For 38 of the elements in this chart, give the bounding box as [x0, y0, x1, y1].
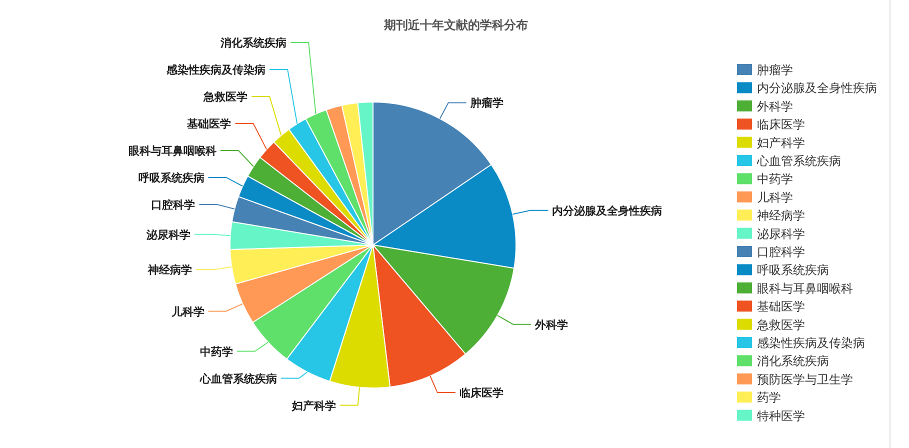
slice-label: 临床医学 — [459, 386, 504, 400]
legend-label: 中药学 — [757, 172, 793, 186]
slice-label: 神经病学 — [146, 264, 192, 277]
slice-label: 肿瘤学 — [469, 96, 504, 110]
slice-label: 儿科学 — [170, 305, 204, 318]
slice-label: 泌尿科学 — [145, 228, 190, 242]
slice-label: 心血管系统疾病 — [199, 372, 278, 386]
slice-label: 妇产科学 — [290, 399, 336, 412]
slice-label: 呼吸系统疾病 — [138, 171, 204, 184]
chart-title: 期刊近十年文献的学科分布 — [383, 18, 528, 32]
slice-label: 中药学 — [200, 345, 233, 358]
legend-label: 泌尿科学 — [757, 226, 805, 241]
legend-label: 临床医学 — [757, 118, 805, 132]
slice-label: 急救医学 — [202, 90, 248, 104]
legend-label: 眼科与耳鼻咽喉科 — [757, 281, 853, 296]
legend-label: 预防医学与卫生学 — [757, 372, 853, 386]
legend-label: 神经病学 — [757, 208, 805, 223]
legend-label: 消化系统疾病 — [757, 354, 829, 368]
legend-label: 肿瘤学 — [757, 63, 793, 77]
legend-label: 基础医学 — [757, 300, 805, 314]
legend-label: 儿科学 — [757, 190, 793, 204]
legend-label: 感染性疾病及传染病 — [757, 336, 865, 350]
slice-label: 消化系统疾病 — [220, 36, 287, 50]
legend-label: 内分泌腺及全身性疾病 — [757, 81, 877, 96]
slice-label: 外科学 — [534, 318, 568, 332]
legend-label: 特种医学 — [757, 408, 805, 423]
slice-label: 口腔科学 — [151, 198, 196, 212]
slice-label: 内分泌腺及全身性疾病 — [552, 204, 662, 218]
legend-label: 药学 — [757, 390, 781, 405]
slice-label: 感染性疾病及传染病 — [166, 63, 266, 76]
legend-label: 心血管系统疾病 — [756, 154, 841, 168]
slice-label: 基础医学 — [186, 117, 232, 130]
legend-label: 妇产科学 — [757, 136, 805, 150]
legend-label: 外科学 — [757, 99, 793, 114]
legend-label: 口腔科学 — [757, 245, 805, 259]
legend-label: 呼吸系统疾病 — [757, 263, 829, 278]
legend-label: 急救医学 — [756, 318, 805, 332]
slice-label: 眼科与耳鼻咽喉科 — [128, 144, 216, 158]
